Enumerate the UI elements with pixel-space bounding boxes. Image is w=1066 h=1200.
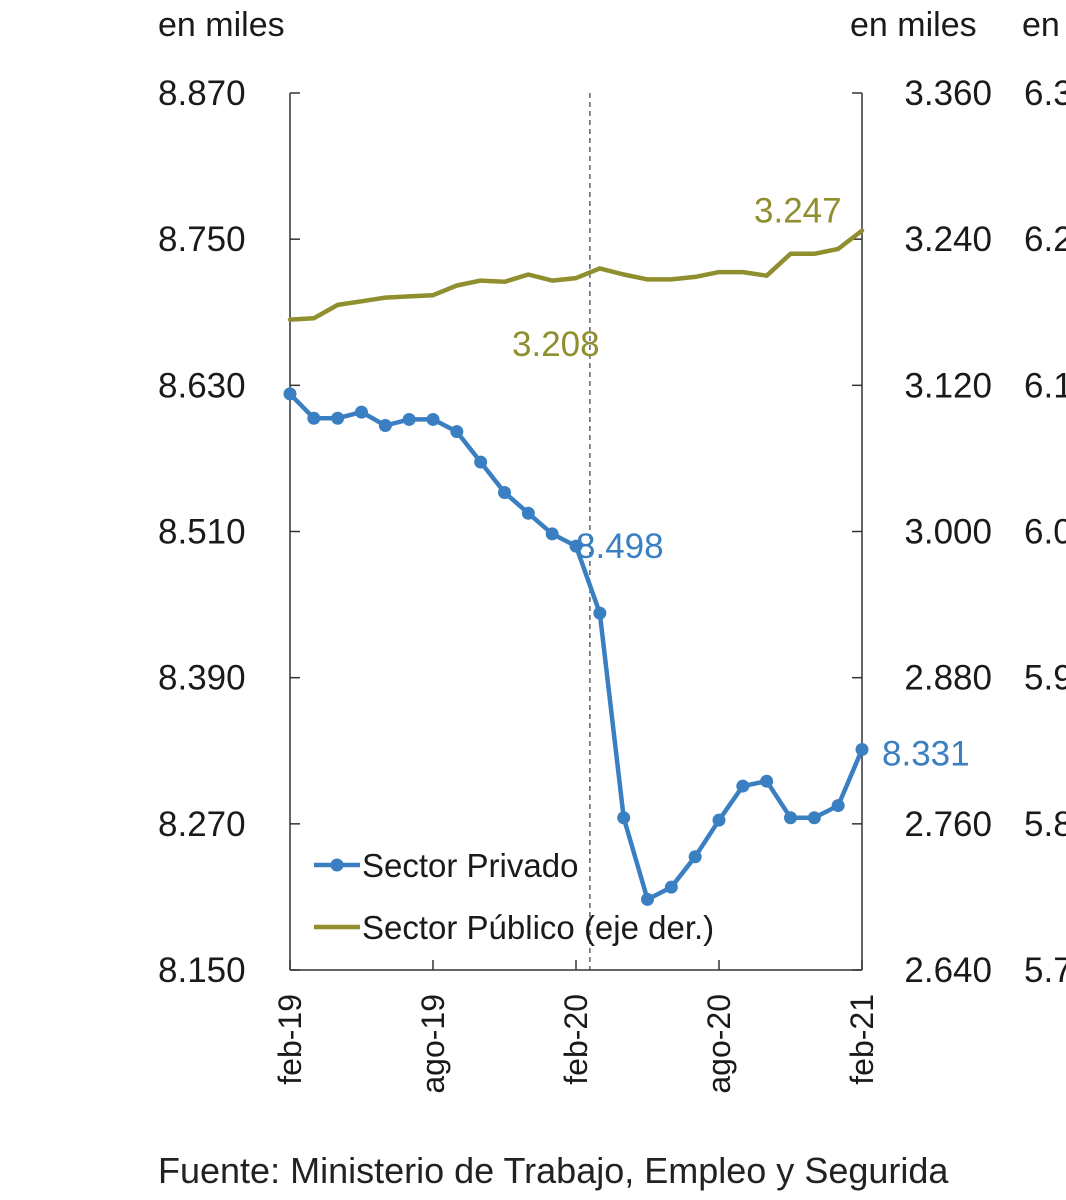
data-point-sector-privado <box>474 455 488 469</box>
data-point-sector-privado <box>664 880 678 894</box>
data-point-sector-privado <box>521 506 535 520</box>
data-label: 8.498 <box>576 527 664 566</box>
left-tick-label: 8.750 <box>158 220 246 259</box>
right-tick-label: 2.760 <box>904 805 992 844</box>
x-tick-label: ago-19 <box>415 994 451 1094</box>
data-point-sector-privado <box>426 412 440 426</box>
left-tick-label: 8.150 <box>158 951 246 990</box>
x-tick-label: feb-20 <box>558 994 594 1085</box>
data-point-sector-privado <box>736 779 750 793</box>
x-tick-label: ago-20 <box>701 994 737 1094</box>
right-tick-label-2: 5.7 <box>1024 951 1066 990</box>
series-group <box>283 228 869 906</box>
data-point-sector-privado <box>402 412 416 426</box>
y-axis-ticks: 8.870 3.360 6.3 8.750 3.240 6.2 8.630 3.120 6.1 8… <box>158 74 1066 990</box>
data-point-sector-privado <box>784 811 797 825</box>
x-axis-ticks: feb-19 ago-19 feb-20 ago-20 feb-21 <box>272 960 880 1094</box>
right-tick-label-2: 6.2 <box>1024 220 1066 259</box>
data-point-sector-privado <box>593 606 607 620</box>
data-point-sector-privado <box>617 811 631 825</box>
data-point-sector-privado <box>450 425 464 439</box>
data-point-sector-privado <box>688 850 702 864</box>
right-tick-label: 3.240 <box>904 220 992 259</box>
legend-label: Sector Público (eje der.) <box>362 909 714 946</box>
data-point-sector-privado <box>331 411 345 425</box>
left-tick-label: 8.270 <box>158 805 246 844</box>
left-axis-unit: en miles <box>158 6 285 44</box>
right-tick-label: 3.000 <box>904 513 992 552</box>
data-point-sector-privado <box>545 527 559 541</box>
series-line-sector-publico <box>287 228 865 322</box>
data-point-sector-privado <box>760 774 774 788</box>
right-tick-label-2: 6.1 <box>1024 366 1066 405</box>
data-point-sector-privado <box>498 486 511 500</box>
x-tick-label: feb-19 <box>272 994 308 1085</box>
right-tick-label-2: 6.0 <box>1024 513 1066 552</box>
data-point-sector-privado <box>307 411 321 425</box>
data-point-sector-privado <box>283 387 297 401</box>
data-label: 3.247 <box>754 192 842 231</box>
right-tick-label-2: 5.8 <box>1024 805 1066 844</box>
series-line-sector-privado <box>287 391 865 902</box>
data-point-sector-privado <box>569 539 583 553</box>
right-axis-2-unit: en <box>1022 6 1060 44</box>
data-point-sector-privado <box>831 799 845 813</box>
right-axis-unit: en miles <box>850 6 977 44</box>
right-tick-label-2: 6.3 <box>1024 74 1066 113</box>
left-tick-label: 8.870 <box>158 74 246 113</box>
x-tick-label: feb-21 <box>844 994 880 1085</box>
right-tick-label-2: 5.9 <box>1024 659 1066 698</box>
right-tick-label: 2.640 <box>904 951 992 990</box>
data-point-sector-privado <box>712 813 726 827</box>
right-tick-label: 3.360 <box>904 74 992 113</box>
annotations-group: 3.208 3.247 8.498 8.331 <box>512 192 970 774</box>
right-tick-label: 3.120 <box>904 366 992 405</box>
left-tick-label: 8.630 <box>158 366 246 405</box>
legend: Sector Privado Sector Público (eje der.) <box>314 847 714 946</box>
legend-marker <box>330 858 344 872</box>
data-point-sector-privado <box>378 419 392 433</box>
data-point-sector-privado <box>807 811 821 825</box>
data-label: 3.208 <box>512 325 600 364</box>
left-tick-label: 8.510 <box>158 513 246 552</box>
source-note: Fuente: Ministerio de Trabajo, Empleo y … <box>158 1150 949 1191</box>
legend-label: Sector Privado <box>362 847 578 884</box>
right-tick-label: 2.880 <box>904 659 992 698</box>
data-label: 8.331 <box>882 735 970 774</box>
left-tick-label: 8.390 <box>158 659 246 698</box>
data-point-sector-privado <box>355 405 368 419</box>
data-point-sector-privado <box>641 892 654 906</box>
data-point-sector-privado <box>855 743 869 757</box>
